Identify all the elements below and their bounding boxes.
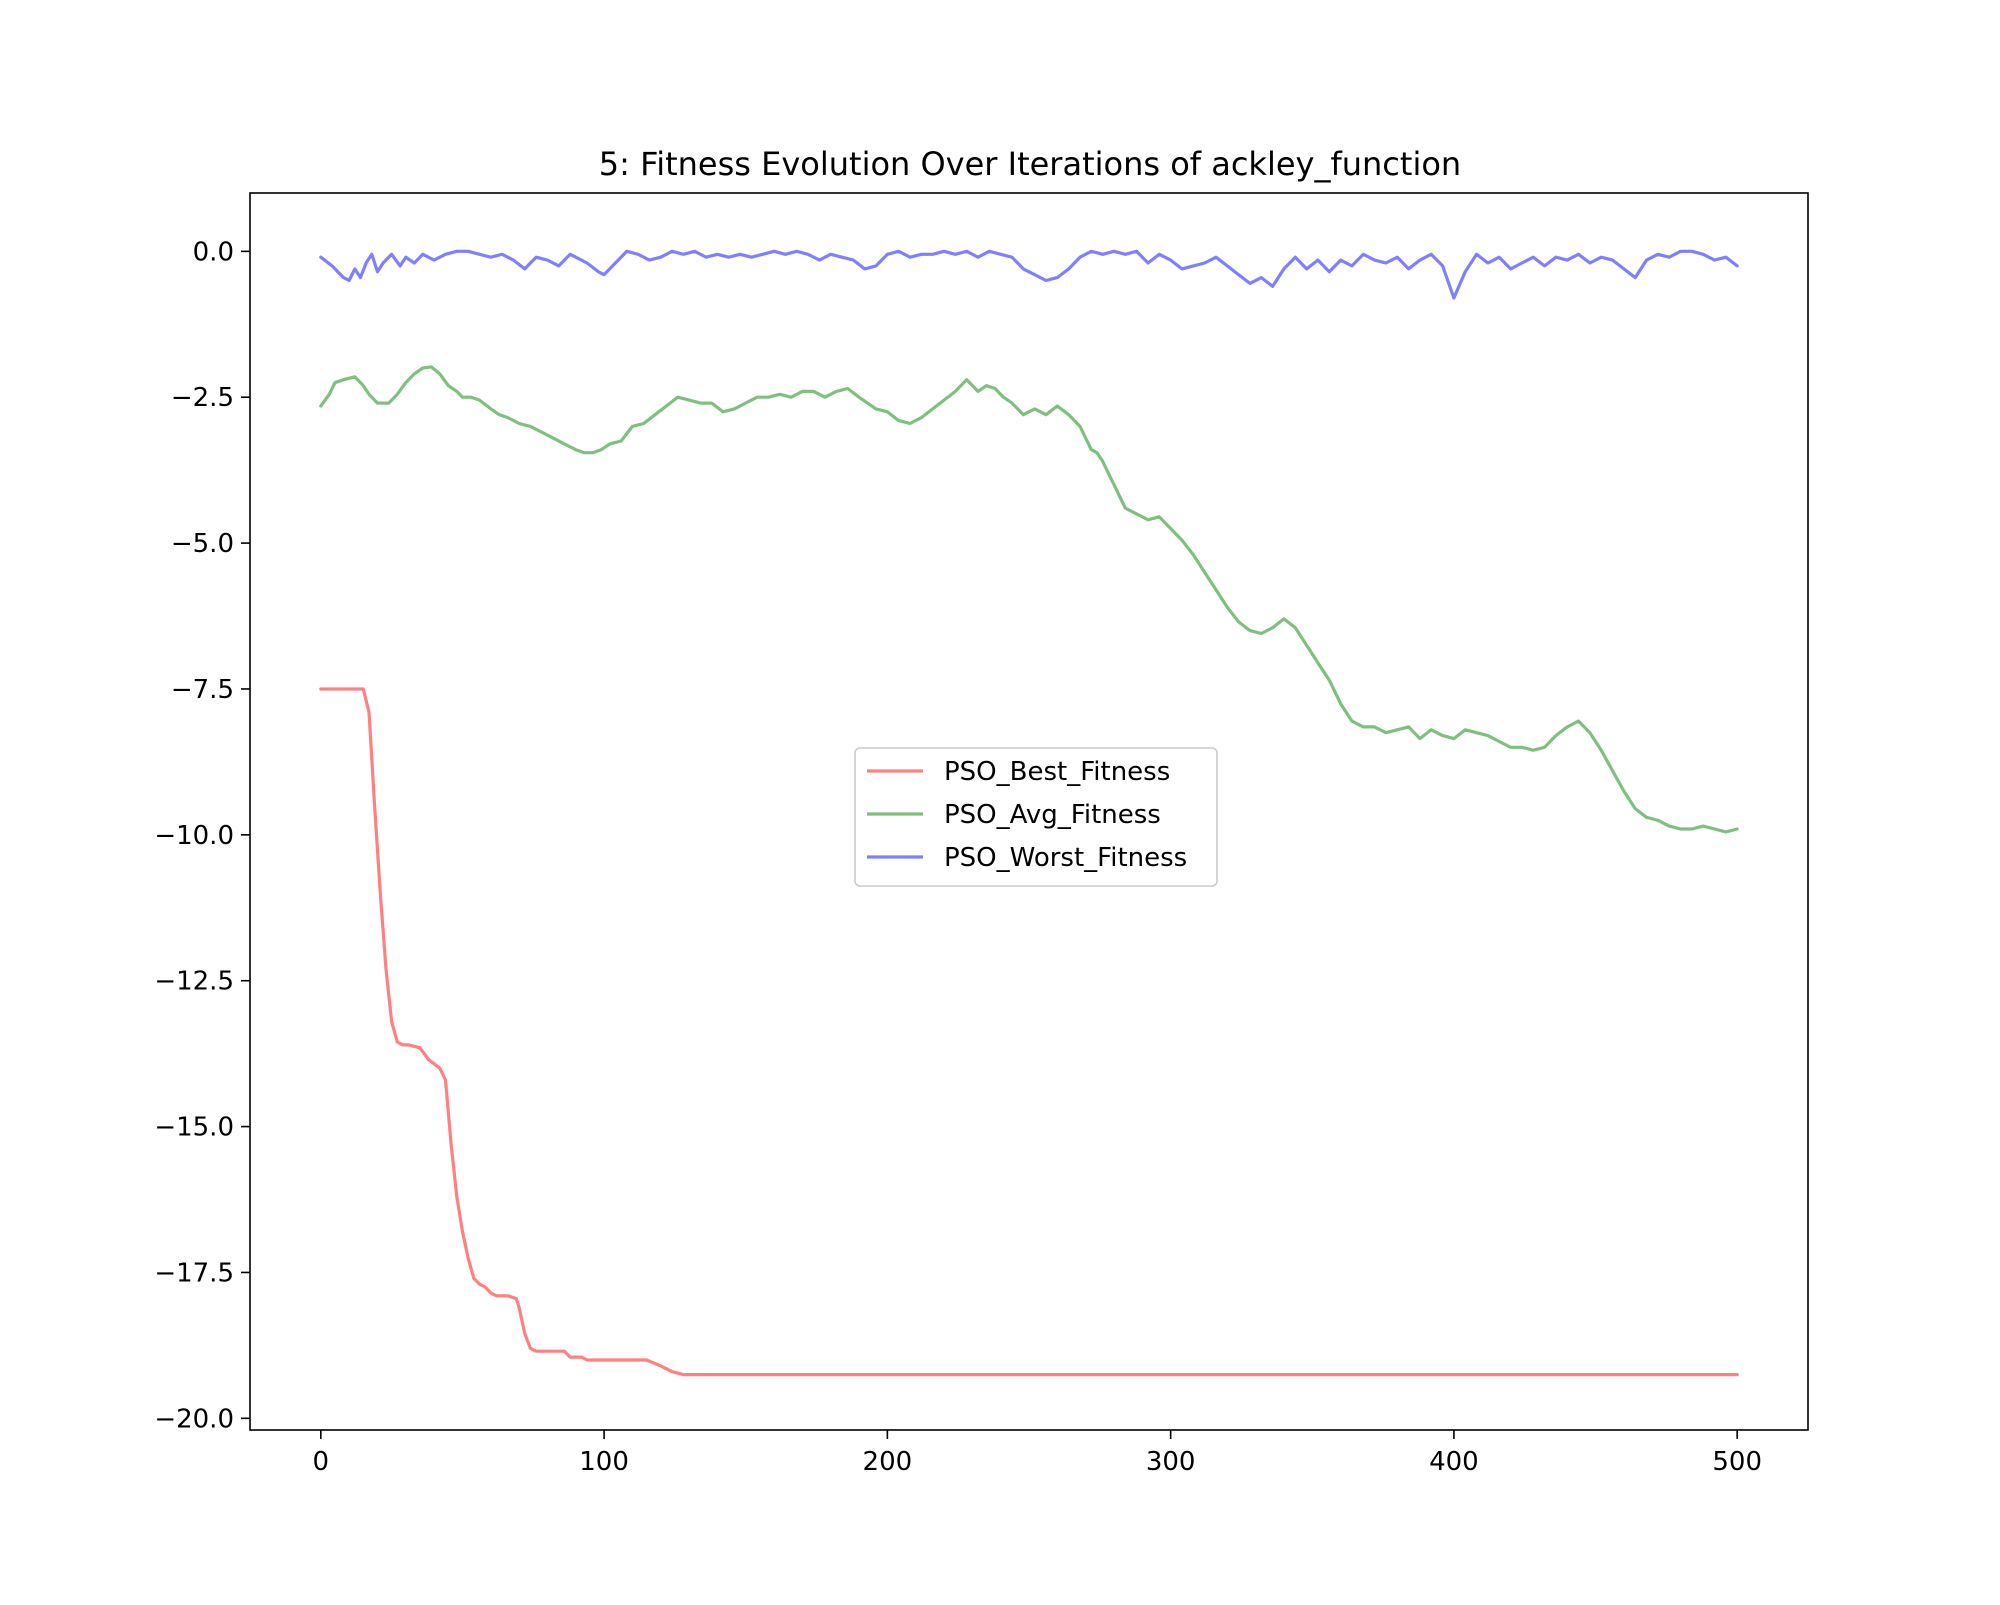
y-tick-label: −2.5 [171, 383, 234, 413]
y-tick-label: −7.5 [171, 675, 234, 705]
series-line-pso-avg-fitness [319, 365, 1739, 834]
y-tick-label: −15.0 [154, 1113, 234, 1143]
x-tick-label: 100 [579, 1447, 629, 1477]
chart-title: 5: Fitness Evolution Over Iterations of … [599, 145, 1461, 183]
y-axis: 0.0 −2.5 −5.0 −7.5 −10.0 −12.5 −15.0 −17.5 −20.0 [154, 237, 250, 1434]
x-tick-label: 0 [313, 1447, 330, 1477]
x-axis: 0 100 200 300 400 500 [313, 1430, 1762, 1477]
plot-area [249, 192, 1809, 1431]
legend: PSO_Best_Fitness PSO_Avg_Fitness PSO_Worst… [854, 747, 1218, 887]
y-tick-label: −12.5 [154, 967, 234, 997]
y-tick-label: −17.5 [154, 1258, 234, 1288]
x-tick-label: 200 [863, 1447, 913, 1477]
x-tick-label: 500 [1712, 1447, 1762, 1477]
legend-label: PSO_Avg_Fitness [944, 800, 1161, 830]
legend-label: PSO_Worst_Fitness [944, 843, 1187, 873]
x-tick-label: 300 [1146, 1447, 1196, 1477]
legend-label: PSO_Best_Fitness [944, 757, 1170, 787]
x-tick-label: 400 [1429, 1447, 1479, 1477]
legend-entry: PSO_Worst_Fitness [867, 843, 1187, 873]
plot-frame [249, 192, 1809, 1431]
legend-entry: PSO_Best_Fitness [867, 757, 1170, 787]
y-tick-label: −20.0 [154, 1404, 234, 1434]
series-line-pso-worst-fitness [319, 249, 1739, 300]
y-tick-label: −5.0 [171, 529, 234, 559]
legend-box [854, 747, 1218, 887]
y-tick-label: 0.0 [193, 237, 234, 267]
series-line-pso-best-fitness [319, 687, 1739, 1377]
series-layer [319, 249, 1739, 1377]
legend-entry: PSO_Avg_Fitness [867, 800, 1161, 830]
y-tick-label: −10.0 [154, 821, 234, 851]
